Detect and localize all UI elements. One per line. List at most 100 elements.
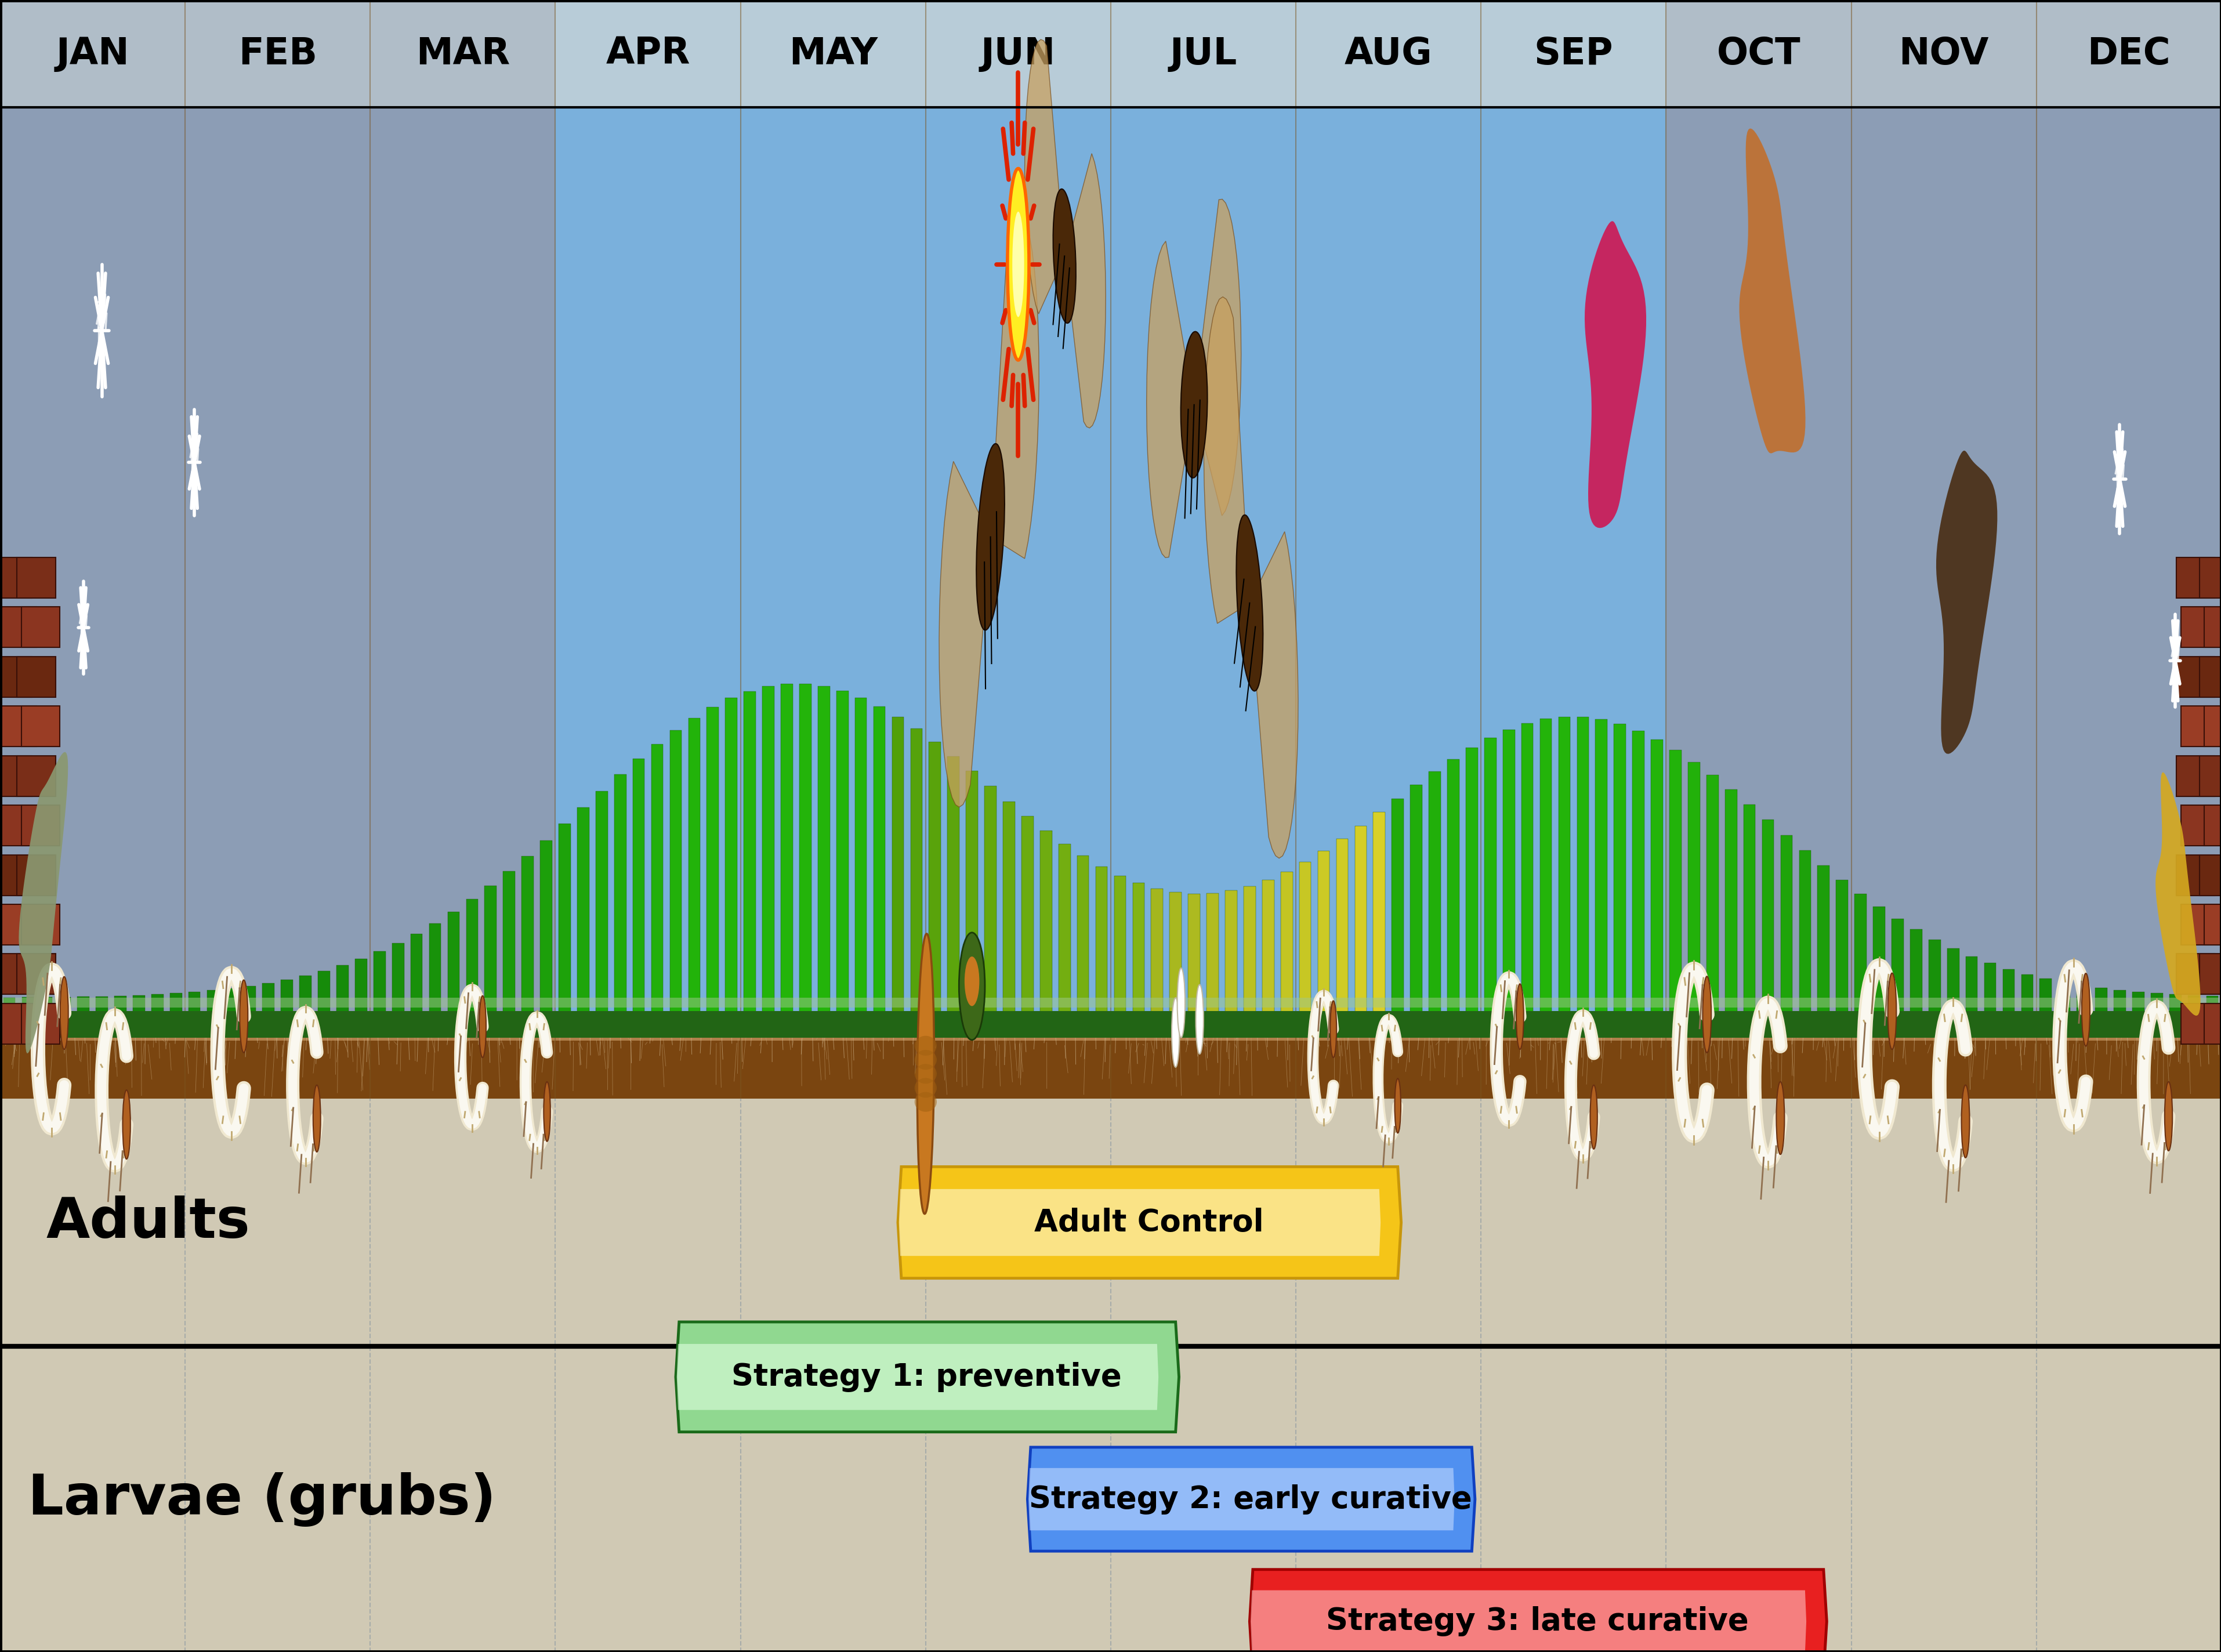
Circle shape <box>480 996 486 1057</box>
Bar <box>1539 719 1552 1028</box>
Bar <box>1295 0 1481 107</box>
Bar <box>1206 894 1219 1028</box>
Bar <box>1150 889 1164 1028</box>
Bar <box>2199 755 2221 796</box>
Ellipse shape <box>915 1079 937 1099</box>
Bar <box>555 0 740 107</box>
Circle shape <box>313 1085 320 1151</box>
Bar <box>1743 805 1755 1028</box>
Circle shape <box>1330 1001 1337 1057</box>
Bar <box>1928 940 1941 1028</box>
Polygon shape <box>991 213 1039 558</box>
Bar <box>133 995 144 1028</box>
Bar <box>926 107 1110 1099</box>
Bar <box>113 996 127 1028</box>
Bar <box>2037 107 2221 1099</box>
Bar <box>22 606 60 648</box>
Bar <box>800 684 811 1028</box>
Bar <box>1521 724 1532 1028</box>
Bar <box>2037 0 2221 107</box>
Ellipse shape <box>915 1051 937 1070</box>
Polygon shape <box>677 1345 1157 1409</box>
Text: SEP: SEP <box>1535 36 1612 71</box>
Bar <box>855 697 866 1028</box>
Bar <box>2181 705 2219 747</box>
Polygon shape <box>1024 40 1064 314</box>
Bar <box>96 996 109 1028</box>
Bar <box>78 996 89 1028</box>
Bar <box>0 1032 2221 1041</box>
Polygon shape <box>18 752 69 1054</box>
Bar <box>1835 881 1848 1028</box>
Bar <box>0 953 31 995</box>
Bar <box>1946 948 1959 1028</box>
Bar <box>411 933 422 1028</box>
Text: MAY: MAY <box>788 36 877 71</box>
Bar <box>633 758 644 1028</box>
Bar <box>540 841 553 1028</box>
Polygon shape <box>900 1189 1379 1256</box>
Bar <box>740 107 926 1099</box>
Bar <box>18 755 56 796</box>
Bar <box>1466 748 1477 1028</box>
Polygon shape <box>939 461 991 808</box>
Polygon shape <box>1739 129 1806 453</box>
Bar <box>2112 990 2125 1028</box>
Bar <box>0 854 31 895</box>
Bar <box>0 998 2221 1008</box>
Circle shape <box>60 976 69 1049</box>
Bar <box>1244 885 1255 1028</box>
Bar <box>891 717 904 1028</box>
Bar <box>22 1003 60 1044</box>
Bar <box>391 943 404 1028</box>
Bar <box>966 771 977 1028</box>
Bar <box>0 1011 2221 1037</box>
Bar <box>1501 730 1515 1028</box>
Circle shape <box>544 1082 551 1142</box>
Bar <box>0 705 36 747</box>
Text: Strategy 1: preventive: Strategy 1: preventive <box>731 1361 1122 1393</box>
Circle shape <box>1961 1085 1970 1158</box>
Text: FEB: FEB <box>238 36 318 71</box>
Text: MAR: MAR <box>415 36 511 71</box>
Bar <box>1133 884 1144 1028</box>
Bar <box>1872 907 1886 1028</box>
Ellipse shape <box>964 957 979 1006</box>
Circle shape <box>1013 211 1024 317</box>
Polygon shape <box>897 1166 1401 1279</box>
Bar <box>2077 986 2088 1028</box>
Bar <box>2177 854 2214 895</box>
Bar <box>1668 750 1681 1028</box>
Bar <box>1612 724 1626 1028</box>
Bar <box>1279 872 1293 1028</box>
Bar <box>2 998 16 1028</box>
Bar <box>1022 816 1033 1028</box>
Bar <box>1355 826 1366 1028</box>
Bar <box>2181 904 2219 945</box>
Bar <box>2181 805 2219 846</box>
Circle shape <box>2081 973 2090 1046</box>
Bar <box>2177 656 2214 697</box>
Bar <box>151 995 164 1028</box>
Text: NOV: NOV <box>1899 36 1988 71</box>
Bar <box>0 557 31 598</box>
Polygon shape <box>1064 154 1106 428</box>
Bar <box>557 824 571 1028</box>
Bar <box>335 965 349 1028</box>
Bar <box>1706 775 1719 1028</box>
Bar <box>18 854 56 895</box>
Bar <box>2094 988 2108 1028</box>
Bar <box>2177 755 2214 796</box>
Bar <box>2199 557 2221 598</box>
Bar <box>577 808 589 1028</box>
Bar <box>2205 996 2219 1028</box>
Bar <box>2188 995 2199 1028</box>
Text: AUG: AUG <box>1344 36 1433 71</box>
Polygon shape <box>1146 241 1195 558</box>
Bar <box>373 952 386 1028</box>
Ellipse shape <box>975 444 1004 629</box>
Text: Larvae (grubs): Larvae (grubs) <box>27 1472 495 1526</box>
Bar <box>484 885 498 1028</box>
Bar <box>2203 904 2221 945</box>
Bar <box>224 988 238 1028</box>
